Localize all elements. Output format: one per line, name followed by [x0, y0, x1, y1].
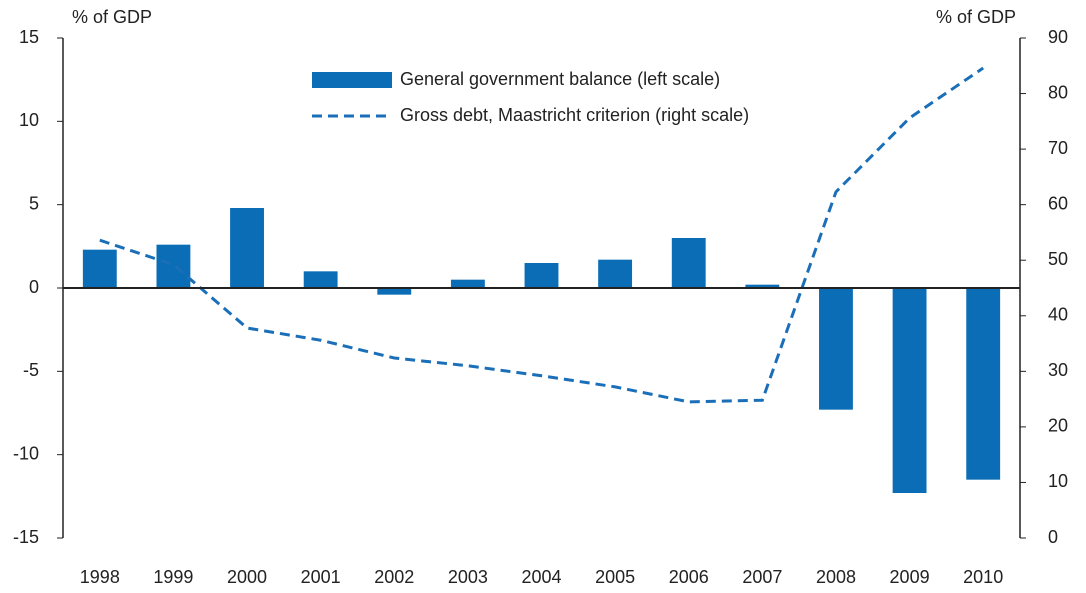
- x-tick-label: 1999: [153, 567, 193, 587]
- y-tick-label: -15: [13, 527, 39, 547]
- bar: [966, 288, 1001, 480]
- y2-tick-label: 50: [1048, 249, 1068, 269]
- legend-swatch: [312, 72, 392, 88]
- x-tick-label: 2003: [448, 567, 488, 587]
- y-tick-label: 10: [19, 110, 39, 130]
- x-tick-label: 2004: [521, 567, 561, 587]
- bar: [450, 279, 485, 288]
- bar: [598, 259, 633, 288]
- bar: [82, 249, 117, 288]
- y2-tick-label: 40: [1048, 305, 1068, 325]
- bar: [230, 208, 264, 288]
- legend-label: General government balance (left scale): [400, 69, 720, 89]
- x-tick-label: 2010: [963, 567, 1003, 587]
- y2-tick-label: 30: [1048, 360, 1068, 380]
- y2-tick-label: 80: [1048, 82, 1068, 102]
- y2-tick-label: 60: [1048, 193, 1068, 213]
- y-tick-label: -5: [23, 360, 39, 380]
- x-tick-label: 2006: [669, 567, 709, 587]
- x-tick-label: 2002: [374, 567, 414, 587]
- bar: [671, 238, 706, 288]
- x-tick-label: 1998: [80, 567, 120, 587]
- y-tick-label: 0: [29, 277, 39, 297]
- x-tick-label: 2000: [227, 567, 267, 587]
- bar: [524, 263, 559, 288]
- line: [99, 66, 985, 404]
- y-tick-label: -10: [13, 443, 39, 463]
- y2-tick-label: 90: [1048, 27, 1068, 47]
- bar: [377, 288, 412, 295]
- bar: [156, 244, 191, 288]
- x-tick-label: 2008: [816, 567, 856, 587]
- legend-label: Gross debt, Maastricht criterion (right …: [400, 105, 749, 125]
- x-tick-label: 2009: [890, 567, 930, 587]
- bar: [892, 288, 927, 493]
- x-tick-label: 2005: [595, 567, 635, 587]
- y2-axis-label: % of GDP: [936, 7, 1016, 27]
- y2-tick-label: 10: [1048, 471, 1068, 491]
- y2-tick-label: 70: [1048, 138, 1068, 158]
- y-tick-label: 15: [19, 27, 39, 47]
- bar: [745, 284, 780, 288]
- x-tick-label: 2007: [742, 567, 782, 587]
- y2-tick-label: 0: [1048, 527, 1058, 547]
- y-axis-label: % of GDP: [72, 7, 152, 27]
- x-tick-label: 2001: [301, 567, 341, 587]
- y-tick-label: 5: [29, 193, 39, 213]
- bar: [819, 288, 853, 410]
- bar: [303, 271, 338, 288]
- y2-tick-label: 20: [1048, 416, 1068, 436]
